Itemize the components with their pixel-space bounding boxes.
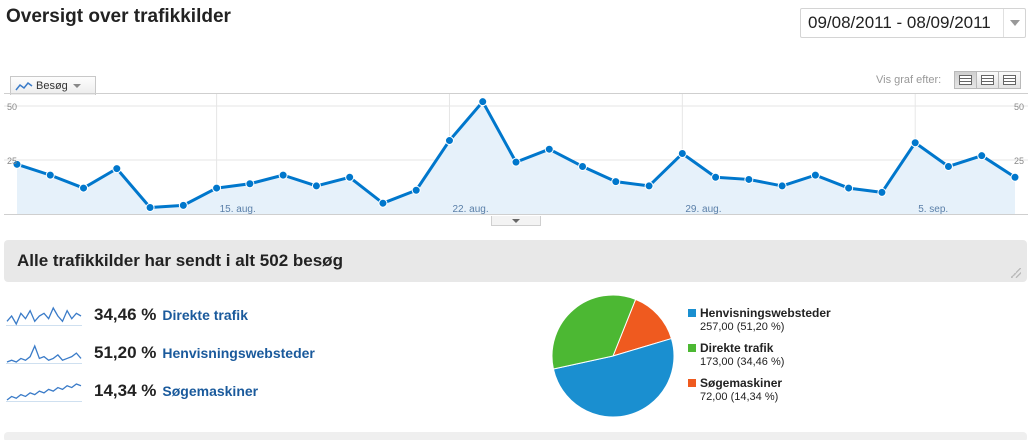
- legend-item: Henvisningswebsteder 257,00 (51,20 %): [688, 306, 831, 333]
- legend-value: 173,00 (34,46 %): [700, 356, 785, 368]
- data-point: [12, 159, 22, 169]
- data-point: [1010, 172, 1020, 182]
- view-week-button[interactable]: [976, 71, 999, 89]
- view-toggle-group: [954, 71, 1021, 89]
- view-month-button[interactable]: [998, 71, 1021, 89]
- list-icon: [959, 75, 972, 85]
- legend-swatch: [688, 379, 696, 387]
- data-point: [544, 144, 554, 154]
- line-chart-icon: [15, 81, 33, 91]
- data-point: [411, 185, 421, 195]
- date-range-picker[interactable]: 09/08/2011 - 08/09/2011: [800, 8, 1026, 38]
- collapse-chart-button[interactable]: [491, 216, 541, 226]
- data-point: [677, 149, 687, 159]
- source-link-direct[interactable]: Direkte trafik: [162, 307, 248, 323]
- list-icon: [1003, 75, 1016, 85]
- data-point: [245, 179, 255, 189]
- data-point: [578, 161, 588, 171]
- data-point: [777, 181, 787, 191]
- data-point: [977, 151, 987, 161]
- pie-slice: [551, 294, 637, 370]
- data-point: [511, 157, 521, 167]
- x-tick-label: 15. aug.: [220, 204, 256, 215]
- data-point: [810, 170, 820, 180]
- chevron-down-icon[interactable]: [1003, 9, 1025, 37]
- data-point: [45, 170, 55, 180]
- bottom-panel-edge: [4, 432, 1027, 440]
- data-point: [877, 187, 887, 197]
- summary-bar: Alle trafikkilder har sendt i alt 502 be…: [4, 240, 1027, 282]
- traffic-source-list: 34,46 % Direkte trafik 51,20 % Henvisnin…: [6, 296, 315, 410]
- x-tick-label: 22. aug.: [452, 204, 488, 215]
- source-row-search: 14,34 % Søgemaskiner: [6, 372, 315, 410]
- legend-swatch: [688, 309, 696, 317]
- sparkline-path: [6, 344, 82, 363]
- x-tick-label: 5. sep.: [918, 204, 948, 215]
- data-point: [212, 183, 222, 193]
- source-pie-chart[interactable]: [549, 292, 677, 420]
- data-point: [278, 170, 288, 180]
- legend-item: Søgemaskiner 72,00 (14,34 %): [688, 376, 831, 403]
- data-point: [611, 177, 621, 187]
- source-link-referral[interactable]: Henvisningswebsteder: [162, 345, 315, 361]
- pie-slice: [612, 298, 673, 357]
- page-title: Oversigt over trafikkilder: [6, 6, 231, 27]
- data-point: [444, 136, 454, 146]
- data-point: [478, 97, 488, 107]
- summary-text: Alle trafikkilder har sendt i alt 502 be…: [17, 251, 343, 270]
- legend-item: Direkte trafik 173,00 (34,46 %): [688, 341, 831, 368]
- data-point: [79, 183, 89, 193]
- pie-slice: [552, 337, 675, 418]
- view-by-label: Vis graf efter:: [876, 74, 942, 86]
- data-point: [844, 183, 854, 193]
- sparkline-path: [6, 383, 82, 401]
- source-percent: 14,34 %: [94, 381, 157, 400]
- y-tick-label: 25: [1014, 156, 1024, 166]
- source-link-search[interactable]: Søgemaskiner: [162, 383, 259, 399]
- source-percent: 34,46 %: [94, 305, 157, 324]
- data-point: [345, 172, 355, 182]
- legend-value: 72,00 (14,34 %): [700, 391, 779, 403]
- date-range-text: 09/08/2011 - 08/09/2011: [808, 13, 991, 32]
- data-point: [178, 200, 188, 210]
- x-tick-label: 29. aug.: [685, 204, 721, 215]
- view-day-button[interactable]: [954, 71, 977, 89]
- chart-area: [17, 101, 1015, 214]
- pie-legend: Henvisningswebsteder 257,00 (51,20 %) Di…: [688, 306, 831, 411]
- sparkline-path: [6, 306, 82, 326]
- data-point: [378, 198, 388, 208]
- chevron-down-icon: [512, 218, 520, 223]
- sparkline: [6, 306, 82, 326]
- data-point: [910, 138, 920, 148]
- data-point: [644, 181, 654, 191]
- legend-swatch: [688, 344, 696, 352]
- y-tick-label: 50: [1014, 102, 1024, 112]
- data-point: [112, 164, 122, 174]
- legend-label: Henvisningswebsteder: [700, 306, 831, 320]
- chevron-down-icon: [72, 84, 81, 88]
- sparkline: [6, 383, 82, 402]
- legend-value: 257,00 (51,20 %): [700, 321, 785, 333]
- traffic-line-chart[interactable]: 50 50 25 25 15. aug. 22. aug. 29. aug. 5. sep.: [4, 94, 1028, 218]
- y-tick-label: 25: [7, 156, 17, 166]
- legend-label: Søgemaskiner: [700, 376, 783, 390]
- data-point: [145, 203, 155, 213]
- resize-icon: [1011, 268, 1021, 278]
- data-point: [943, 161, 953, 171]
- sparkline: [6, 344, 82, 364]
- source-row-direct: 34,46 % Direkte trafik: [6, 296, 315, 334]
- source-percent: 51,20 %: [94, 343, 157, 362]
- traffic-chart: 50 50 25 25 15. aug. 22. aug. 29. aug. 5. sep.: [4, 93, 1028, 218]
- list-icon: [981, 75, 994, 85]
- data-point: [711, 172, 721, 182]
- data-point: [744, 174, 754, 184]
- data-point: [311, 181, 321, 191]
- source-row-referral: 51,20 % Henvisningswebsteder: [6, 334, 315, 372]
- y-tick-label: 50: [7, 102, 17, 112]
- metric-dropdown-label: Besøg: [36, 80, 68, 92]
- metric-dropdown[interactable]: Besøg: [10, 76, 96, 95]
- legend-label: Direkte trafik: [700, 341, 774, 355]
